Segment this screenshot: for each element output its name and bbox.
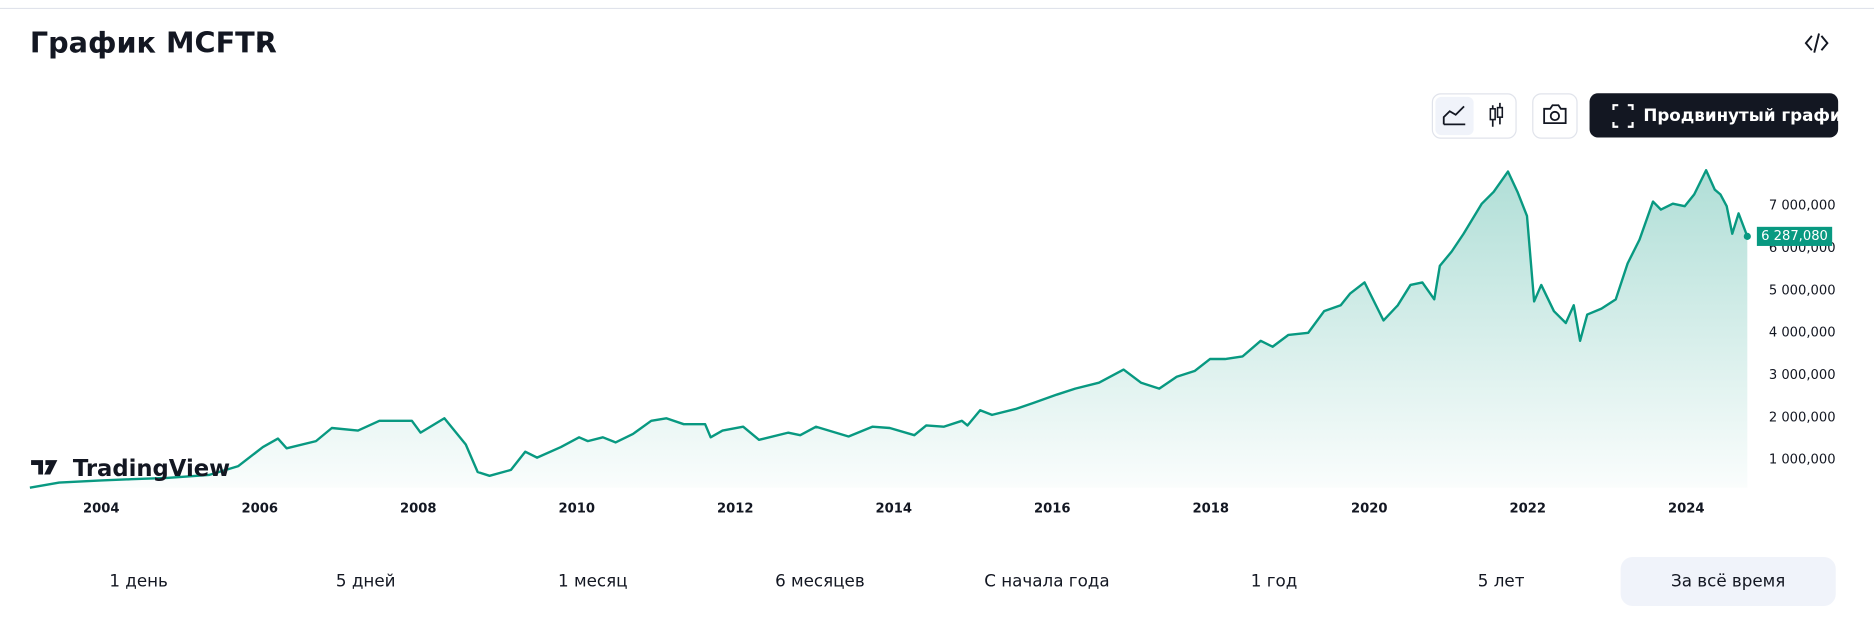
x-tick-label: 2020 bbox=[1351, 502, 1388, 517]
x-tick-label: 2010 bbox=[558, 502, 595, 517]
price-line bbox=[29, 169, 1749, 489]
branding: TradingView bbox=[31, 456, 230, 482]
y-tick-label: 2 000,000 bbox=[1769, 410, 1836, 425]
range-label: 6 месяцев bbox=[775, 571, 865, 591]
area-icon bbox=[1442, 105, 1466, 126]
x-tick-label: 2018 bbox=[1192, 502, 1229, 517]
range-label: 1 год bbox=[1251, 571, 1298, 591]
chevron-icon bbox=[257, 36, 267, 53]
camera-icon bbox=[1543, 104, 1567, 125]
candle-body bbox=[1489, 108, 1496, 121]
title-link[interactable]: График MCFTR bbox=[30, 25, 277, 59]
range-button[interactable]: 5 лет bbox=[1478, 571, 1525, 591]
x-tick-label: 2016 bbox=[1034, 502, 1071, 517]
x-tick-label: 2022 bbox=[1510, 502, 1547, 517]
x-tick-label: 2004 bbox=[83, 502, 120, 517]
x-tick-label: 2006 bbox=[241, 502, 278, 517]
camera-lens bbox=[1549, 110, 1560, 122]
brand-name: TradingView bbox=[73, 456, 230, 482]
y-tick-label: 3 000,000 bbox=[1769, 368, 1836, 383]
last-value-label: 6 287,080 bbox=[1761, 229, 1828, 244]
range-button[interactable]: 6 месяцев bbox=[775, 571, 865, 591]
snapshot-button[interactable] bbox=[1532, 93, 1578, 139]
button-bg bbox=[1435, 96, 1474, 136]
x-tick-label: 2014 bbox=[875, 502, 912, 517]
range-label: 1 месяц bbox=[558, 571, 627, 591]
candle-style-button[interactable] bbox=[1489, 102, 1504, 127]
y-tick-label: 7 000,000 bbox=[1769, 199, 1836, 214]
logo-mark bbox=[31, 460, 58, 475]
range-button[interactable]: 1 день bbox=[109, 571, 168, 591]
y-tick-label: 1 000,000 bbox=[1769, 453, 1836, 468]
button-bg bbox=[1589, 93, 1839, 138]
last-point bbox=[1743, 232, 1751, 240]
y-tick-label: 5 000,000 bbox=[1769, 283, 1836, 298]
range-label: 5 дней bbox=[336, 571, 396, 591]
range-label: С начала года bbox=[984, 571, 1109, 591]
range-button[interactable]: За всё время bbox=[1620, 556, 1836, 606]
range-selected-bg bbox=[1620, 556, 1836, 606]
range-button[interactable]: 1 месяц bbox=[558, 571, 627, 591]
range-label: 5 лет bbox=[1478, 571, 1525, 591]
range-button[interactable]: С начала года bbox=[984, 571, 1109, 591]
embed-button[interactable] bbox=[1804, 33, 1829, 53]
last-value-badge bbox=[1756, 226, 1833, 246]
embed-icon bbox=[1804, 33, 1829, 53]
title: График MCFTR bbox=[30, 25, 277, 59]
area-fill bbox=[29, 170, 1748, 488]
fullscreen-icon bbox=[1612, 104, 1634, 128]
candle-body bbox=[1496, 106, 1504, 118]
range-label: За всё время bbox=[1671, 571, 1785, 591]
range-button[interactable]: 5 дней bbox=[336, 571, 396, 591]
advanced-chart-button[interactable]: Продвинутый график bbox=[1589, 93, 1854, 138]
y-tick-label: 4 000,000 bbox=[1769, 326, 1836, 341]
range-bar: 1 день 5 дней 1 месяц 6 месяцев С начала год… bbox=[109, 556, 1836, 606]
x-tick-label: 2024 bbox=[1668, 502, 1705, 517]
x-tick-label: 2012 bbox=[717, 502, 754, 517]
area-style-button[interactable] bbox=[1435, 96, 1474, 136]
x-tick-label: 2008 bbox=[400, 502, 437, 517]
range-button[interactable]: 1 год bbox=[1251, 571, 1298, 591]
plot: 1 000,000 2 000,000 3 000,000 4 000,000 5 00… bbox=[29, 169, 1836, 517]
range-label: 1 день bbox=[109, 571, 168, 591]
button-label: Продвинутый график bbox=[1643, 105, 1853, 125]
button-bg bbox=[1532, 93, 1578, 139]
